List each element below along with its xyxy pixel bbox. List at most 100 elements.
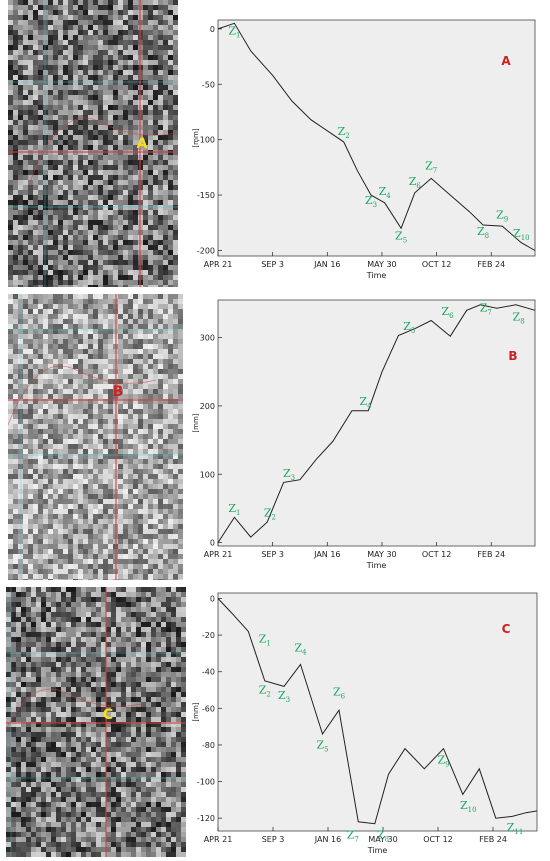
photo-texture-cell [158, 90, 163, 95]
photo-texture-cell [103, 564, 108, 569]
photo-texture-cell [63, 100, 68, 105]
photo-texture-cell [73, 449, 78, 454]
photo-texture-cell [173, 324, 178, 329]
photo-texture-cell [18, 135, 23, 140]
photo-texture-cell [181, 677, 186, 682]
photo-texture-cell [136, 592, 141, 597]
photo-texture-cell [23, 165, 28, 170]
photo-texture-cell [171, 627, 176, 632]
photo-texture-cell [48, 469, 53, 474]
photo-texture-cell [23, 20, 28, 25]
photo-texture-cell [93, 105, 98, 110]
photo-texture-cell [138, 449, 143, 454]
photo-texture-cell [128, 180, 133, 185]
photo-texture-cell [173, 449, 178, 454]
photo-texture-cell [48, 304, 53, 309]
photo-texture-cell [131, 617, 136, 622]
photo-texture-cell [28, 90, 33, 95]
photo-texture-cell [38, 504, 43, 509]
photo-texture-cell [168, 364, 173, 369]
photo-texture-cell [148, 409, 153, 414]
photo-texture-cell [118, 85, 123, 90]
photo-texture-cell [111, 707, 116, 712]
photo-texture-cell [103, 574, 108, 579]
photo-texture-cell [28, 155, 33, 160]
photo-texture-cell [23, 419, 28, 424]
photo-texture-cell [18, 90, 23, 95]
photo-texture-cell [28, 314, 33, 319]
photo-texture-cell [88, 399, 93, 404]
photo-texture-cell [158, 399, 163, 404]
photo-texture-cell [93, 130, 98, 135]
photo-texture-cell [18, 499, 23, 504]
photo-texture-cell [28, 125, 33, 130]
photo-texture-cell [168, 180, 173, 185]
photo-texture-cell [98, 439, 103, 444]
photo-texture-cell [33, 140, 38, 145]
photo-texture-cell [48, 409, 53, 414]
photo-texture-cell [168, 294, 173, 299]
photo-texture-cell [153, 145, 158, 150]
photo-texture-cell [68, 489, 73, 494]
photo-texture-cell [58, 130, 63, 135]
photo-texture-cell [131, 612, 136, 617]
photo-texture-cell [88, 339, 93, 344]
photo-texture-cell [43, 175, 48, 180]
photo-texture-cell [28, 70, 33, 75]
photo-texture-cell [108, 130, 113, 135]
photo-texture-cell [58, 579, 63, 580]
photo-texture-cell [73, 280, 78, 285]
photo-texture-cell [66, 662, 71, 667]
photo-texture-cell [58, 369, 63, 374]
photo-texture-cell [61, 697, 66, 702]
photo-texture-cell [38, 474, 43, 479]
photo-texture-cell [98, 285, 103, 287]
photo-texture-cell [108, 180, 113, 185]
photo-texture-cell [163, 574, 168, 579]
photo-texture-cell [23, 329, 28, 334]
photo-texture-cell [108, 5, 113, 10]
y-tick-label: 200 [200, 402, 215, 411]
photo-texture-cell [133, 484, 138, 489]
photo-texture-cell [78, 339, 83, 344]
photo-texture-cell [58, 105, 63, 110]
photo-texture-cell [8, 569, 13, 574]
photo-texture-cell [68, 75, 73, 80]
photo-texture-cell [36, 592, 41, 597]
photo-texture-cell [53, 105, 58, 110]
photo-texture-cell [28, 554, 33, 559]
photo-texture-cell [153, 105, 158, 110]
photo-texture-cell [83, 404, 88, 409]
photo-texture-cell [38, 270, 43, 275]
photo-texture-cell [58, 40, 63, 45]
photo-texture-cell [78, 309, 83, 314]
photo-texture-cell [116, 612, 121, 617]
photo-texture-cell [161, 612, 166, 617]
photo-texture-cell [138, 339, 143, 344]
photo-texture-cell [26, 647, 31, 652]
photo-texture-cell [88, 294, 93, 299]
photo-texture-cell [98, 509, 103, 514]
photo-texture-cell [73, 35, 78, 40]
photo-texture-cell [168, 409, 173, 414]
photo-texture-cell [51, 662, 56, 667]
photo-texture-cell [128, 414, 133, 419]
photo-texture-cell [8, 160, 13, 165]
photo-texture-cell [108, 544, 113, 549]
photo-texture-cell [43, 90, 48, 95]
photo-texture-cell [8, 195, 13, 200]
photo-texture-cell [83, 20, 88, 25]
photo-texture-cell [8, 270, 13, 275]
photo-texture-cell [36, 617, 41, 622]
photo-texture-cell [16, 592, 21, 597]
photo-texture-cell [58, 0, 63, 5]
photo-texture-cell [128, 45, 133, 50]
photo-texture-cell [173, 419, 178, 424]
photo-texture-cell [48, 240, 53, 245]
photo-texture-cell [101, 617, 106, 622]
photo-texture-cell [173, 200, 178, 205]
photo-texture-cell [151, 677, 156, 682]
photo-texture-cell [93, 235, 98, 240]
photo-texture-cell [58, 464, 63, 469]
photo-texture-cell [13, 514, 18, 519]
